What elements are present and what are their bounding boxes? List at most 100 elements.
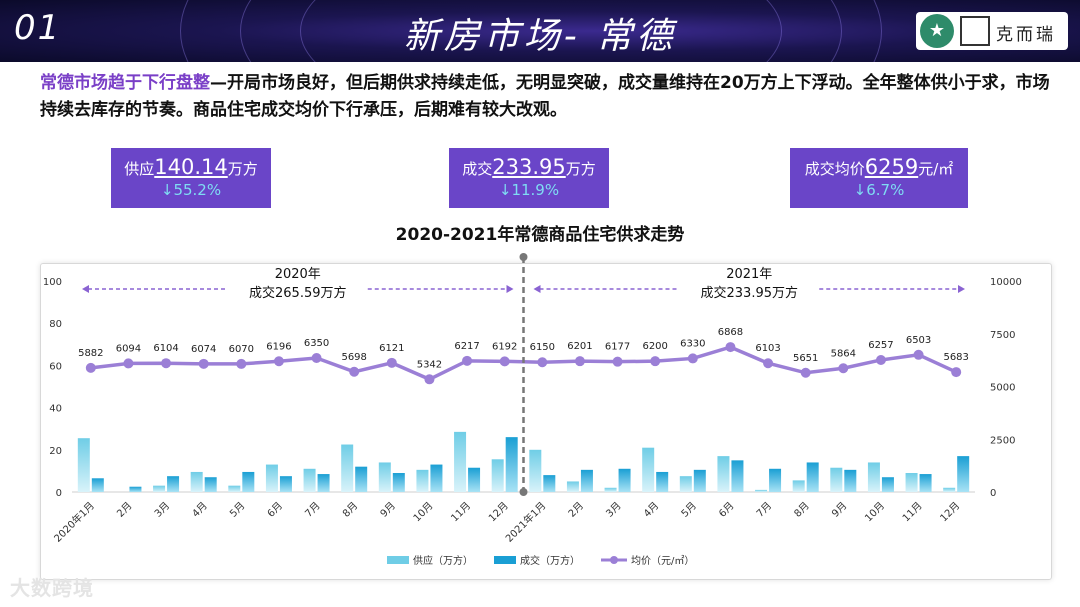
x-tick-label: 4月 — [190, 500, 210, 520]
bar-supply — [190, 471, 203, 492]
price-data-label: 6350 — [304, 338, 329, 349]
kpi-unit: 万方 — [565, 160, 596, 178]
bar-supply — [943, 487, 956, 492]
bar-supply — [867, 462, 880, 492]
bar-supply — [77, 438, 90, 492]
price-point — [311, 353, 322, 364]
bar-supply — [228, 485, 241, 492]
bar-deal — [580, 469, 593, 492]
annotation-arrow-head — [533, 285, 541, 293]
bar-deal — [806, 462, 819, 492]
price-point — [236, 358, 247, 369]
legend-swatch-price-point — [610, 556, 618, 564]
y-right-tick-label: 5000 — [990, 383, 1015, 394]
bar-deal — [919, 474, 932, 492]
price-data-label: 6868 — [718, 327, 743, 338]
bar-supply — [491, 459, 504, 492]
x-tick-label: 8月 — [792, 500, 812, 520]
bar-deal — [430, 464, 443, 492]
price-data-label: 6094 — [116, 343, 141, 354]
price-point — [123, 358, 134, 369]
annotation-total: 成交265.59万方 — [249, 285, 347, 301]
x-tick-label: 6月 — [716, 500, 736, 520]
x-tick-label: 2021年1月 — [503, 499, 549, 545]
price-data-label: 6070 — [229, 344, 254, 355]
kpi-change: ↓6.7% — [853, 181, 905, 199]
price-data-label: 6074 — [191, 344, 216, 355]
x-tick-label: 3月 — [604, 500, 624, 520]
x-tick-label: 2月 — [566, 500, 586, 520]
kpi-avg-price: 成交均价6259元/㎡ ↓6.7% — [790, 148, 968, 208]
bar-supply — [341, 444, 354, 492]
y-left-tick-label: 60 — [49, 361, 62, 372]
kpi-value: 233.95 — [492, 155, 566, 179]
x-tick-label: 11月 — [900, 500, 925, 525]
price-point — [349, 366, 360, 377]
y-left-tick-label: 40 — [49, 404, 62, 415]
annotation-year: 2020年 — [275, 267, 321, 282]
kpi-change: ↓11.9% — [498, 181, 560, 199]
price-point — [273, 356, 284, 367]
bar-deal — [242, 471, 255, 492]
bar-supply — [265, 464, 278, 492]
bar-supply — [905, 473, 918, 492]
kpi-unit: 万方 — [227, 160, 258, 178]
brand-name: 克而瑞 — [996, 25, 1056, 45]
bar-supply — [830, 467, 843, 492]
price-point — [913, 349, 924, 360]
bar-deal — [91, 478, 104, 492]
price-point — [650, 356, 661, 367]
annotation-arrow-head — [506, 285, 514, 293]
price-point — [951, 367, 962, 378]
y-right-tick-label: 0 — [990, 488, 996, 499]
price-point — [875, 354, 886, 365]
x-tick-label: 7月 — [303, 500, 323, 520]
legend-label-supply: 供应（万方） — [413, 554, 473, 567]
price-data-label: 6150 — [530, 342, 555, 353]
x-tick-label: 10月 — [862, 500, 887, 525]
bar-supply — [679, 476, 692, 492]
price-point — [574, 356, 585, 367]
price-data-label: 5651 — [793, 353, 818, 364]
price-point — [499, 356, 510, 367]
watermark: 大数跨境 — [10, 576, 94, 600]
bar-supply — [642, 447, 655, 492]
x-tick-label: 2020年1月 — [51, 499, 97, 545]
price-data-label: 5864 — [831, 348, 856, 359]
chart-title: 2020-2021年常德商品住宅供求走势 — [395, 225, 685, 245]
bar-deal — [844, 469, 857, 492]
bar-deal — [957, 456, 970, 492]
legend-swatch-deal — [494, 556, 516, 564]
price-point — [424, 374, 435, 385]
bar-supply — [153, 485, 166, 492]
price-point — [800, 367, 811, 378]
y-left-tick-label: 20 — [49, 446, 62, 457]
price-data-label: 6503 — [906, 335, 931, 346]
summary-body: —开局市场良好，但后期供求持续走低，无明显突破，成交量维持在20万方上下浮动。全… — [40, 73, 1050, 120]
price-data-label: 6330 — [680, 338, 705, 349]
x-tick-label: 5月 — [679, 500, 699, 520]
y-right-tick-label: 10000 — [990, 277, 1022, 288]
price-data-label: 6177 — [605, 342, 630, 353]
y-right-tick-label: 7500 — [990, 330, 1015, 341]
summary-highlight: 常德市场趋于下行盘整 — [40, 73, 210, 93]
chart-panel — [40, 263, 1052, 580]
banner-swirl — [240, 0, 842, 62]
legend-label-price: 均价（元/㎡） — [631, 555, 694, 567]
kpi-deal: 成交233.95万方 ↓11.9% — [449, 148, 609, 208]
y-left-tick-label: 80 — [49, 319, 62, 330]
page-title: 新房市场- 常德 — [403, 16, 677, 57]
price-point — [386, 357, 397, 368]
year-divider-cap — [519, 488, 528, 496]
kpi-value: 6259 — [864, 155, 919, 179]
price-point — [763, 358, 774, 369]
kpi-label: 成交 — [462, 160, 493, 178]
section-number: 01 — [14, 8, 62, 48]
bar-deal — [204, 477, 217, 492]
price-data-label: 6104 — [153, 343, 178, 354]
price-data-label: 6121 — [379, 343, 404, 354]
bar-deal — [543, 475, 556, 492]
price-data-label: 5882 — [78, 348, 103, 359]
bar-deal — [317, 474, 330, 492]
price-data-label: 6200 — [642, 341, 667, 352]
